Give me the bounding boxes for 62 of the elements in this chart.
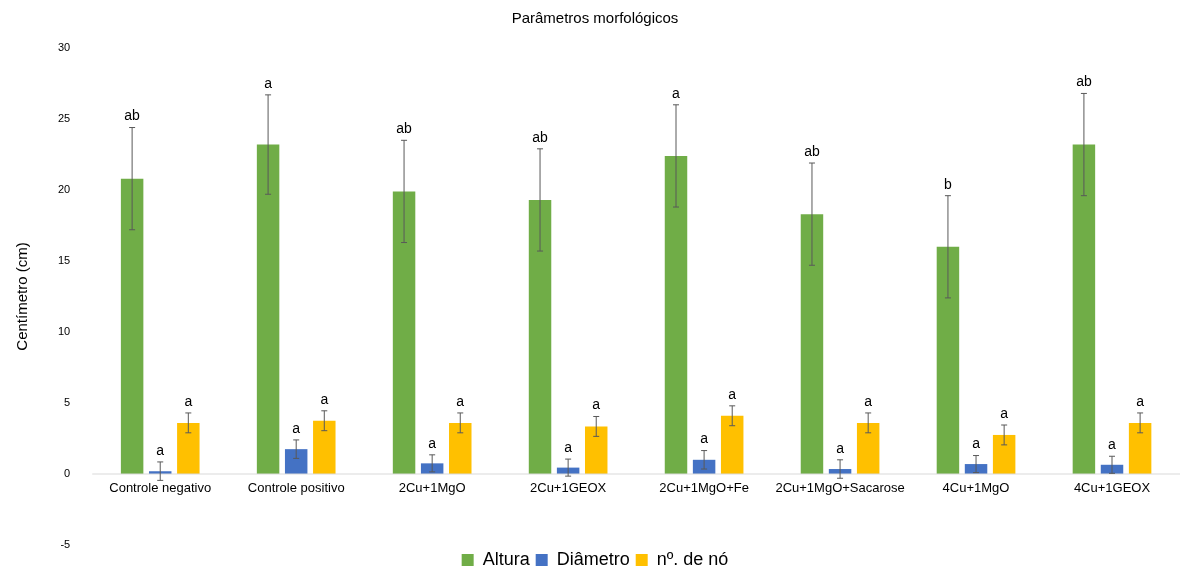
y-tick-label: 5 — [64, 396, 71, 409]
y-tick-label: 25 — [57, 112, 71, 125]
bar — [449, 422, 472, 474]
annotation: a — [972, 435, 981, 452]
bar — [992, 434, 1016, 474]
annotation: a — [836, 439, 845, 456]
annotation: b — [944, 175, 953, 192]
x-tick-label: 2Cu+1MgO+Sacarose — [775, 480, 905, 496]
annotation: a — [428, 434, 437, 451]
y-tick-label: 15 — [57, 254, 71, 267]
bar — [313, 420, 336, 474]
annotation: a — [1000, 404, 1009, 421]
bar — [1072, 144, 1096, 474]
chart-title: Parâmetros morfológicos — [511, 9, 679, 27]
annotation: a — [864, 392, 873, 409]
annotation: ab — [124, 107, 141, 124]
bar — [856, 422, 880, 474]
bar — [256, 144, 280, 474]
bar — [284, 449, 308, 474]
bar — [664, 155, 688, 474]
annotation: ab — [396, 120, 413, 137]
bar — [936, 246, 960, 474]
legend-label: Diâmetro — [556, 548, 630, 569]
annotation: a — [1136, 392, 1145, 409]
annotation: a — [456, 392, 465, 409]
y-tick-label: 0 — [64, 467, 71, 480]
annotation: a — [156, 441, 165, 458]
bar — [584, 426, 608, 474]
bar — [177, 422, 200, 474]
annotation: a — [320, 390, 329, 407]
annotation: ab — [804, 142, 820, 159]
legend-label: Altura — [482, 548, 531, 569]
annotation: a — [672, 84, 681, 101]
x-tick-label: Controle negativo — [109, 480, 212, 496]
bar — [392, 191, 416, 474]
annotation: ab — [532, 128, 549, 145]
y-tick-label: 20 — [57, 183, 71, 196]
bar — [120, 178, 144, 474]
x-tick-label: 2Cu+1MgO — [398, 480, 466, 496]
annotation: a — [700, 430, 709, 447]
annotation: ab — [1076, 73, 1092, 90]
y-tick-label: -5 — [60, 538, 71, 551]
y-axis-title: Centímetro (cm) — [13, 242, 31, 351]
x-tick-label: Controle positivo — [247, 480, 345, 496]
legend-label: nº. de nó — [656, 548, 729, 569]
annotation: a — [184, 392, 193, 409]
x-tick-label: 2Cu+1GEOX — [530, 480, 607, 496]
annotation: a — [1108, 436, 1117, 453]
annotation: a — [728, 385, 737, 402]
y-tick-label: 10 — [57, 325, 71, 338]
annotation: a — [592, 396, 601, 413]
annotation: a — [564, 438, 573, 455]
x-tick-label: 2Cu+1MgO+Fe — [659, 480, 749, 496]
y-tick-label: 30 — [57, 41, 71, 54]
x-tick-label: 4Cu+1MgO — [942, 480, 1010, 496]
annotation: a — [264, 74, 273, 91]
bar — [528, 199, 552, 474]
bar — [800, 214, 824, 474]
annotation: a — [292, 419, 301, 436]
x-tick-label: 4Cu+1GEOX — [1073, 480, 1151, 496]
bar — [720, 415, 744, 474]
bar — [1128, 422, 1152, 474]
